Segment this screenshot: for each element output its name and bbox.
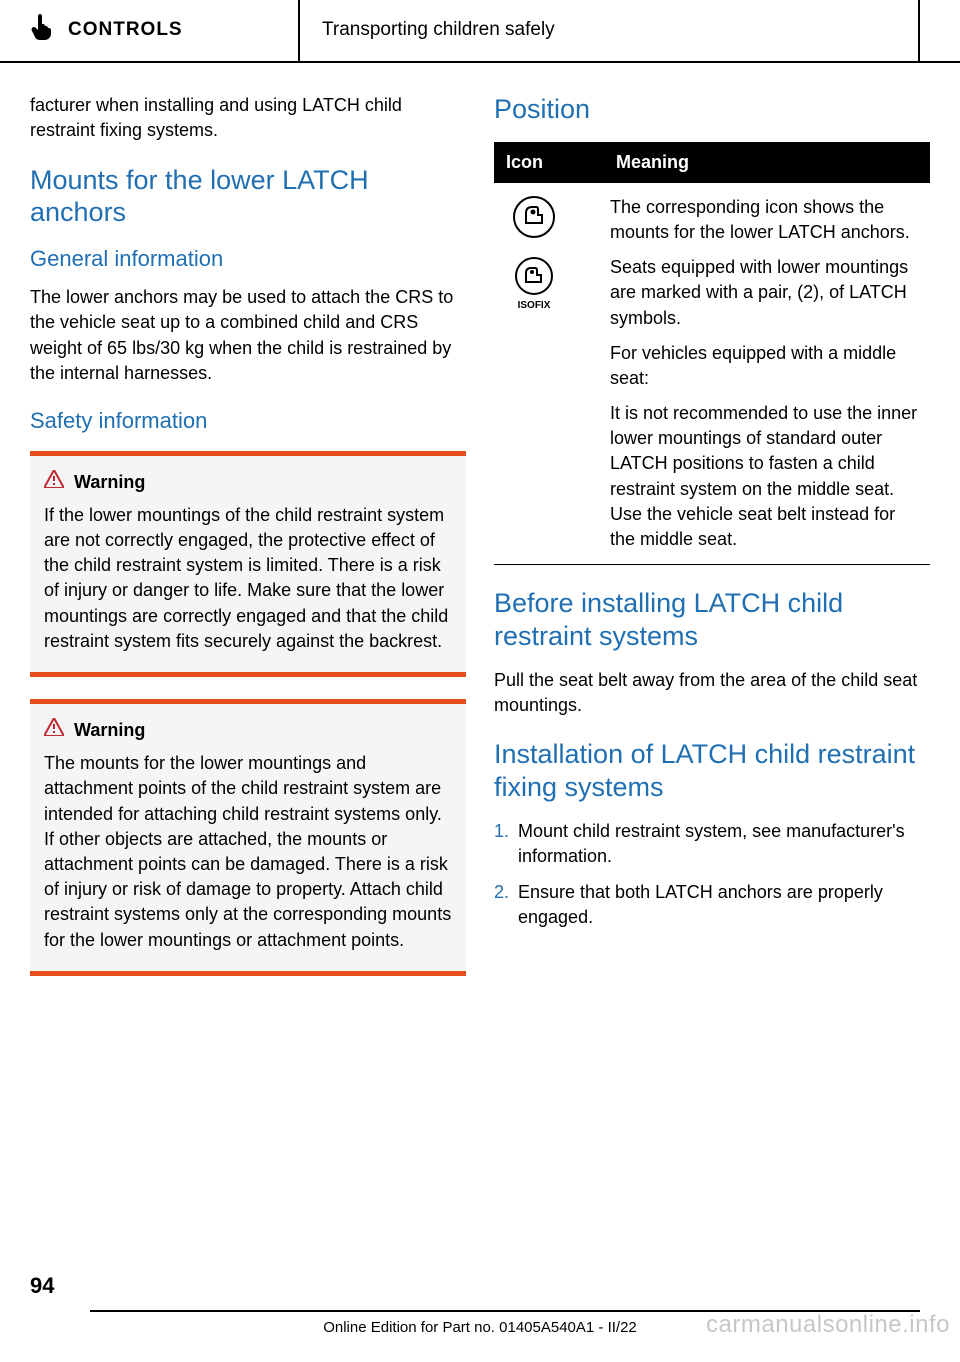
step-number-1: 1. (494, 819, 518, 869)
before-text: Pull the seat belt away from the area of… (494, 668, 930, 718)
header-section-box: CONTROLS (0, 0, 300, 61)
isofix-icon: ISOFIX (512, 256, 592, 319)
step-number-2: 2. (494, 880, 518, 930)
install-heading: Installation of LATCH child restraint fi… (494, 738, 930, 803)
warning-text-2: The mounts for the lower mountings and a… (44, 751, 452, 953)
warning-text-1: If the lower mountings of the child rest… (44, 503, 452, 654)
header-chapter-title: Transporting children safely (300, 0, 920, 61)
th-meaning: Meaning (604, 142, 930, 183)
warning-label-1: Warning (74, 470, 145, 495)
step-text-1: Mount child restraint system, see manufa… (518, 819, 930, 869)
left-column: facturer when installing and using LATCH… (30, 93, 466, 998)
warning-box-1: Warning If the lower mountings of the ch… (30, 451, 466, 677)
safety-info-heading: Safety information (30, 406, 466, 437)
svg-text:ISOFIX: ISOFIX (518, 300, 551, 311)
warning-title-2: Warning (44, 718, 452, 743)
warning-box-2: Warning The mounts for the lower mountin… (30, 699, 466, 976)
mounts-heading: Mounts for the lower LATCH anchors (30, 164, 466, 229)
position-heading: Position (494, 93, 930, 125)
td-icon-cell: ISOFIX (494, 183, 604, 564)
right-column: Position Icon Meaning (494, 93, 930, 998)
th-icon: Icon (494, 142, 604, 183)
page-header: CONTROLS Transporting children safely (0, 0, 960, 63)
meaning-p2: Seats equipped with lower mountings are … (610, 255, 918, 331)
general-info-heading: General information (30, 244, 466, 275)
page-number: 94 (30, 1271, 54, 1302)
general-info-text: The lower anchors may be used to attach … (30, 285, 466, 386)
hand-pointer-icon (30, 14, 52, 47)
meaning-p4: It is not recommended to use the inner l… (610, 401, 918, 552)
watermark-text: carmanualsonline.info (706, 1308, 950, 1342)
position-table: Icon Meaning (494, 142, 930, 566)
warning-label-2: Warning (74, 718, 145, 743)
meaning-p3: For vehicles equipped with a middle seat… (610, 341, 918, 391)
warning-title-1: Warning (44, 470, 452, 495)
warning-triangle-icon (44, 470, 64, 495)
table-header-row: Icon Meaning (494, 142, 930, 183)
child-seat-icon (512, 195, 592, 246)
meaning-p1: The corresponding icon shows the mounts … (610, 195, 918, 245)
list-item: 2. Ensure that both LATCH anchors are pr… (494, 880, 930, 930)
content-area: facturer when installing and using LATCH… (0, 63, 960, 998)
td-meaning-cell: The corresponding icon shows the mounts … (604, 183, 930, 564)
before-heading: Before installing LATCH child restraint … (494, 587, 930, 652)
list-item: 1. Mount child restraint system, see man… (494, 819, 930, 869)
intro-paragraph: facturer when installing and using LATCH… (30, 93, 466, 143)
table-row: ISOFIX The corresponding icon shows the … (494, 183, 930, 565)
step-text-2: Ensure that both LATCH anchors are prope… (518, 880, 930, 930)
header-section-label: CONTROLS (68, 17, 183, 44)
install-steps: 1. Mount child restraint system, see man… (494, 819, 930, 930)
warning-triangle-icon (44, 718, 64, 743)
